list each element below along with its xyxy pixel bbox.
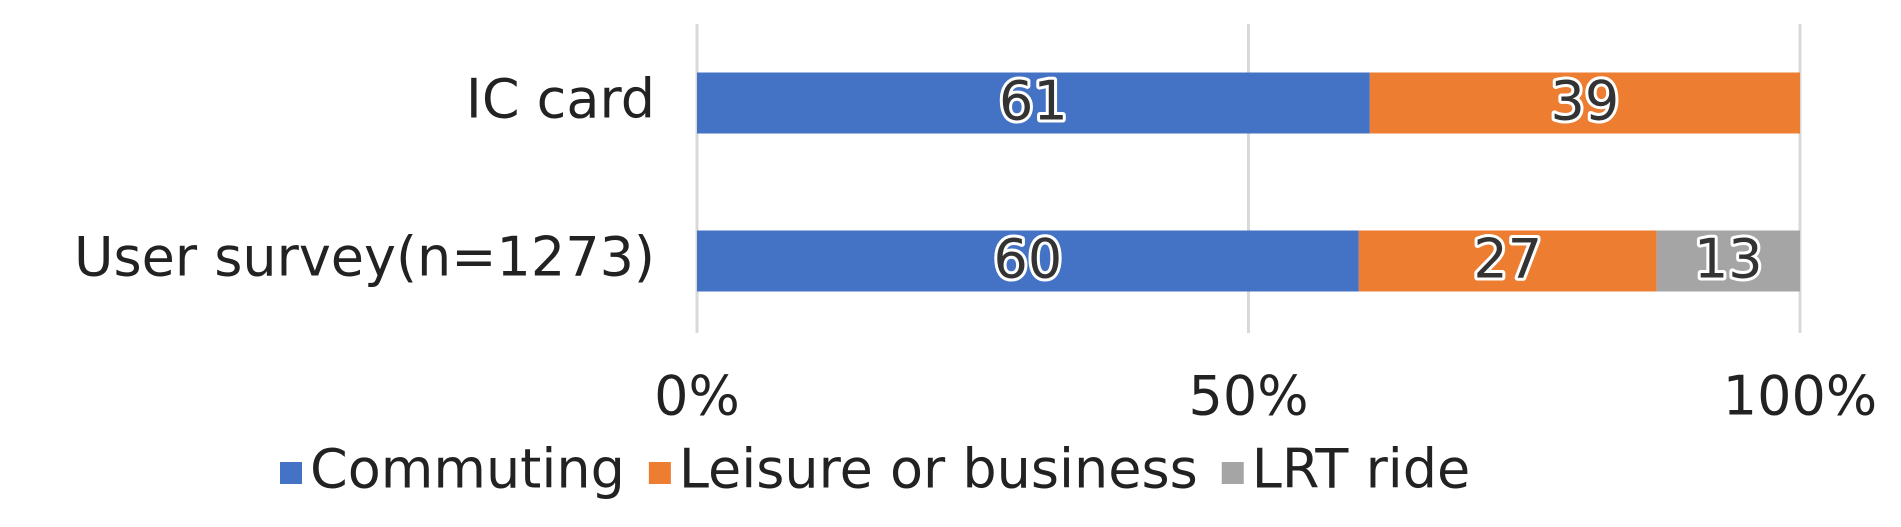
bar-segment — [1656, 230, 1800, 292]
x-tick-label: 0% — [654, 365, 740, 428]
legend-label: LRT ride — [1252, 438, 1471, 501]
value-label: 60 — [994, 228, 1063, 291]
bar-segment — [1358, 230, 1657, 292]
value-label: 13 — [1694, 228, 1763, 291]
legend-swatch — [280, 462, 302, 484]
x-tick-label: 100% — [1723, 365, 1877, 428]
bar-segment — [1369, 72, 1800, 134]
legend-swatch — [1221, 462, 1244, 484]
value-label: 39 — [1551, 70, 1620, 133]
legend-label: Commuting — [310, 438, 625, 501]
y-tick-label: User survey(n=1273) — [74, 226, 655, 289]
bar-segment — [697, 230, 1359, 292]
y-tick-label: IC card — [466, 68, 655, 131]
x-tick-label: 50% — [1188, 365, 1308, 428]
value-label: 27 — [1473, 228, 1542, 291]
legend-label: Leisure or business — [679, 438, 1198, 501]
value-label: 61 — [999, 70, 1068, 133]
bar-segment — [697, 72, 1370, 134]
legend-swatch — [648, 462, 671, 484]
